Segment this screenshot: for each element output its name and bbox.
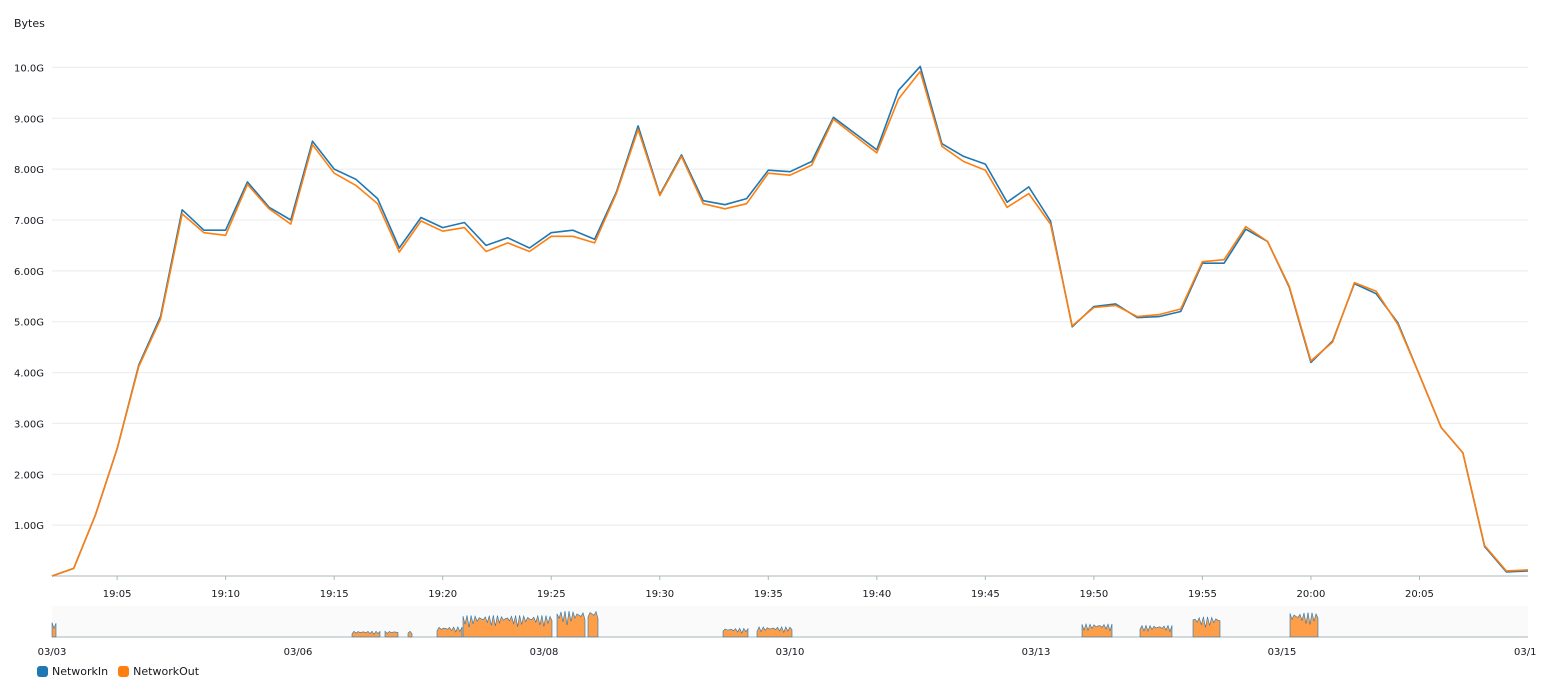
navigator-tick-label: 03/10 <box>776 647 805 658</box>
x-tick-label: 19:50 <box>1079 589 1108 600</box>
navigator-tick-label: 03/13 <box>1022 647 1051 658</box>
legend-swatch-networkin <box>37 666 48 677</box>
x-tick-label: 19:55 <box>1188 589 1217 600</box>
navigator-ticks: 03/03 03/06 03/08 03/10 03/13 03/15 03/1 <box>38 647 1537 658</box>
y-tick-label: 9.00G <box>14 114 44 125</box>
navigator-activity <box>722 627 749 638</box>
navigator-activity <box>1192 616 1221 638</box>
x-tick-label: 19:25 <box>537 589 566 600</box>
x-tick-label: 19:10 <box>211 589 240 600</box>
navigator-activity <box>462 614 553 638</box>
y-axis-label: Bytes <box>14 17 45 30</box>
x-tick-label: 19:15 <box>320 589 349 600</box>
x-tick-label: 19:35 <box>754 589 783 600</box>
x-tick-label: 19:40 <box>862 589 891 600</box>
navigator-tick-label: 03/03 <box>38 647 67 658</box>
x-tick-label: 20:05 <box>1405 589 1434 600</box>
series-line-networkout[interactable] <box>51 70 1529 577</box>
navigator-tick-label: 03/08 <box>530 647 559 658</box>
navigator-tick-label: 03/06 <box>284 647 313 658</box>
y-tick-label: 5.00G <box>14 318 44 329</box>
y-tick-label: 4.00G <box>14 369 44 380</box>
navigator-activity <box>1139 624 1173 638</box>
legend-label-networkin: NetworkIn <box>52 665 109 678</box>
x-tick-label: 19:05 <box>103 589 132 600</box>
x-tick-label: 19:45 <box>971 589 1000 600</box>
y-tick-label: 10.0G <box>14 63 44 74</box>
legend-item-networkout[interactable]: NetworkOut <box>118 665 199 678</box>
time-range-navigator[interactable] <box>51 606 1528 638</box>
navigator-activity <box>756 626 793 638</box>
navigator-activity <box>1081 623 1113 638</box>
x-tick-label: 19:20 <box>428 589 457 600</box>
navigator-activity <box>51 622 57 638</box>
navigator-activity <box>407 630 413 638</box>
navigator-activity <box>351 630 381 638</box>
x-tick-label: 20:00 <box>1297 589 1326 600</box>
navigator-activity <box>1289 612 1319 638</box>
x-tick-label: 19:30 <box>645 589 674 600</box>
navigator-tick-label: 03/15 <box>1268 647 1297 658</box>
legend-label-networkout: NetworkOut <box>133 665 200 678</box>
y-tick-label: 7.00G <box>14 216 44 227</box>
y-axis-ticks: 1.00G 2.00G 3.00G 4.00G 5.00G 6.00G 7.00G 8.00G… <box>14 63 44 532</box>
legend-item-networkin[interactable]: NetworkIn <box>37 665 108 678</box>
navigator-activity <box>384 630 399 638</box>
legend: NetworkIn NetworkOut <box>37 665 199 678</box>
grid <box>52 66 1528 577</box>
y-tick-label: 1.00G <box>14 521 44 532</box>
y-tick-label: 6.00G <box>14 267 44 278</box>
navigator-activity <box>556 610 586 638</box>
y-tick-label: 8.00G <box>14 165 44 176</box>
y-tick-label: 3.00G <box>14 419 44 430</box>
navigator-activity <box>587 610 599 638</box>
x-axis-ticks: 19:05 19:10 19:15 19:20 19:25 19:30 19:35 19:40… <box>103 576 1434 600</box>
navigator-tick-label: 03/1 <box>1514 647 1536 658</box>
legend-swatch-networkout <box>118 666 130 677</box>
series-lines[interactable] <box>51 65 1529 577</box>
series-line-networkin[interactable] <box>51 65 1529 577</box>
navigator-activity <box>436 626 463 638</box>
y-tick-label: 2.00G <box>14 470 44 481</box>
